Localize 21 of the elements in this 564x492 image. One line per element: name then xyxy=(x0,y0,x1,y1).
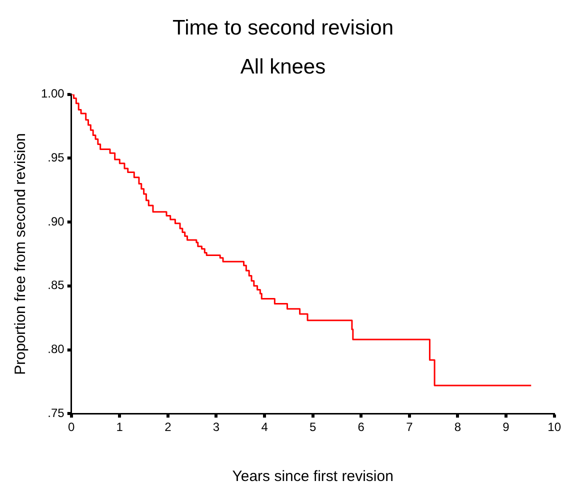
x-tick-label: 4 xyxy=(261,420,268,434)
x-tick-label: 9 xyxy=(502,420,510,434)
chart-title: Time to second revision xyxy=(172,16,394,40)
x-tick-label: 0 xyxy=(68,420,76,434)
chart-subtitle: All knees xyxy=(240,56,326,79)
x-tick-label: 2 xyxy=(164,420,172,434)
x-tick-label: 7 xyxy=(406,420,414,434)
x-tick-label: 10 xyxy=(548,420,562,434)
x-tick-label: 8 xyxy=(454,420,462,434)
x-tick-label: 1 xyxy=(116,420,124,434)
y-tick-label: .90 xyxy=(48,214,65,228)
x-tick-label: 5 xyxy=(309,420,316,434)
y-tick-label: .95 xyxy=(48,150,65,165)
y-tick-label: 1.00 xyxy=(40,86,65,101)
x-tick-label: 3 xyxy=(212,420,220,434)
x-axis-title: Years since first revision xyxy=(232,468,394,486)
x-tick-label: 6 xyxy=(358,420,365,434)
y-tick-label: .80 xyxy=(48,342,65,356)
y-tick-label: .85 xyxy=(48,278,65,292)
y-axis-title: Proportion free from second revision xyxy=(12,133,30,375)
y-tick-label: .75 xyxy=(48,406,65,420)
